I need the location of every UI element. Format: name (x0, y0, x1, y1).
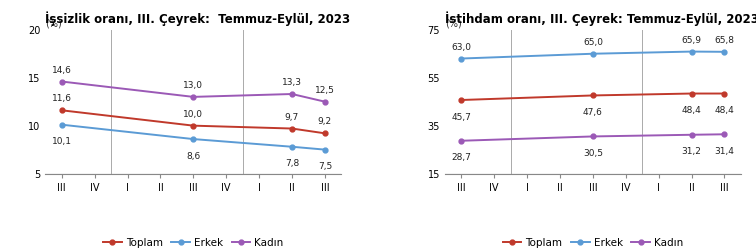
Text: 8,6: 8,6 (186, 152, 200, 160)
Text: 9,2: 9,2 (318, 117, 332, 126)
Text: 9,7: 9,7 (285, 113, 299, 122)
Text: 13,0: 13,0 (184, 81, 203, 90)
Text: 65,8: 65,8 (714, 36, 734, 45)
Text: 12,5: 12,5 (315, 86, 335, 95)
Text: 65,9: 65,9 (682, 36, 702, 45)
Text: 10,1: 10,1 (52, 137, 72, 146)
Text: 63,0: 63,0 (451, 43, 471, 52)
Legend: Toplam, Erkek, Kadın: Toplam, Erkek, Kadın (498, 233, 687, 248)
Text: İşsizlik oranı, III. Çeyrek:  Temmuz-Eylül, 2023: İşsizlik oranı, III. Çeyrek: Temmuz-Eylü… (45, 11, 351, 26)
Text: 65,0: 65,0 (583, 38, 603, 47)
Text: İstihdam oranı, III. Çeyrek: Temmuz-Eylül, 2023: İstihdam oranı, III. Çeyrek: Temmuz-Eylü… (445, 11, 756, 26)
Text: 7,5: 7,5 (318, 162, 332, 171)
Text: 11,6: 11,6 (52, 94, 72, 103)
Text: 7,8: 7,8 (285, 159, 299, 168)
Text: 31,4: 31,4 (714, 147, 734, 156)
Text: (%): (%) (445, 18, 462, 28)
Text: 45,7: 45,7 (451, 113, 471, 122)
Text: 28,7: 28,7 (451, 153, 471, 162)
Text: 48,4: 48,4 (714, 106, 734, 115)
Text: 30,5: 30,5 (583, 149, 603, 158)
Text: 47,6: 47,6 (583, 108, 603, 117)
Legend: Toplam, Erkek, Kadın: Toplam, Erkek, Kadın (99, 233, 288, 248)
Text: 31,2: 31,2 (682, 147, 702, 156)
Text: 48,4: 48,4 (682, 106, 702, 115)
Text: (%): (%) (45, 18, 62, 28)
Text: 13,3: 13,3 (282, 78, 302, 87)
Text: 10,0: 10,0 (184, 110, 203, 119)
Text: 14,6: 14,6 (52, 66, 72, 75)
